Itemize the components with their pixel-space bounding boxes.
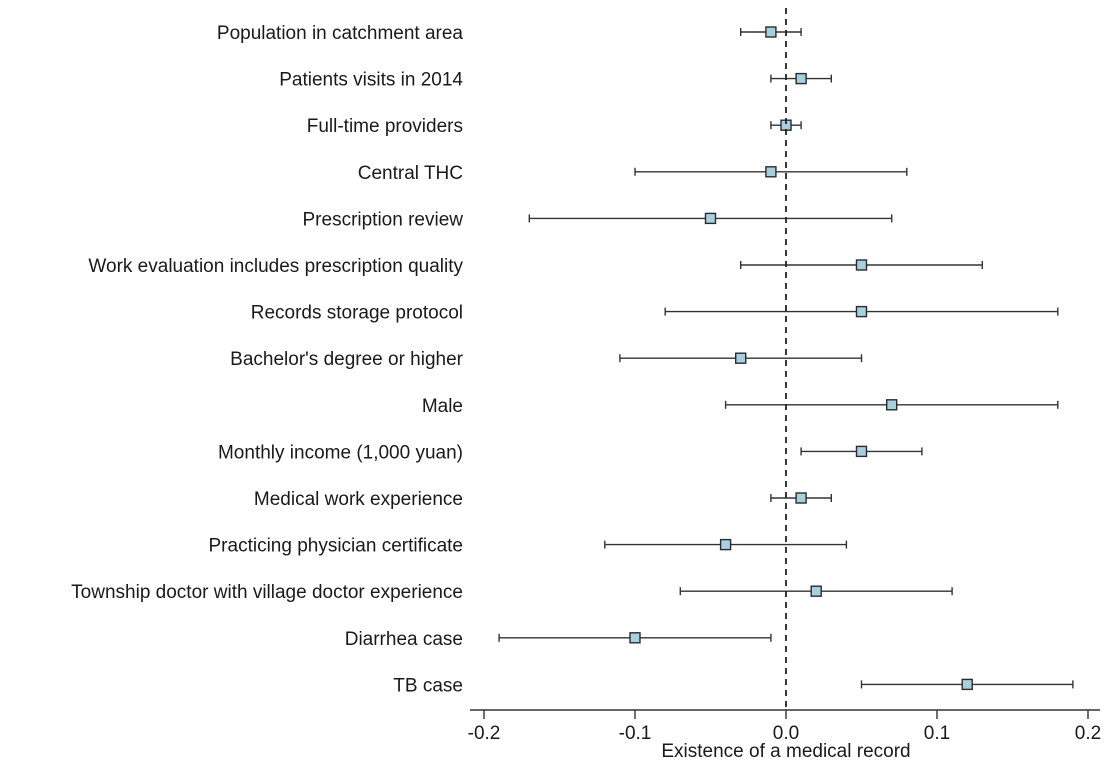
point-estimate-marker xyxy=(795,492,807,504)
point-estimate-marker xyxy=(795,72,807,85)
row: Bachelor's degree or higher xyxy=(230,349,863,370)
row: Diarrhea case xyxy=(345,629,772,650)
row-label: Central THC xyxy=(358,163,463,184)
row-label: Medical work experience xyxy=(254,489,463,510)
row: Work evaluation includes prescription qu… xyxy=(88,256,983,277)
row: Practicing physician certificate xyxy=(209,536,848,557)
row: Prescription review xyxy=(303,209,893,230)
row-label: Patients visits in 2014 xyxy=(279,70,463,91)
point-estimate-marker xyxy=(719,538,732,551)
point-estimate-marker xyxy=(855,259,868,271)
row-label: Monthly income (1,000 yuan) xyxy=(218,442,463,463)
row: Monthly income (1,000 yuan) xyxy=(218,442,923,463)
row-label: Diarrhea case xyxy=(345,629,463,650)
row: Patients visits in 2014 xyxy=(279,70,832,91)
x-tick-label: 0.1 xyxy=(924,723,950,744)
point-estimate-marker xyxy=(886,399,898,411)
row: Central THC xyxy=(358,163,908,184)
x-axis: -0.2 -0.1 0.0 0.1 0.2 xyxy=(468,709,1101,744)
point-estimate-marker xyxy=(855,305,868,318)
row-label: Population in catchment area xyxy=(217,23,464,44)
point-estimate-marker xyxy=(810,585,822,597)
x-tick-label: 0.2 xyxy=(1075,723,1101,744)
point-estimate-marker xyxy=(629,632,641,644)
row: Male xyxy=(422,396,1059,417)
x-tick-label: 0.0 xyxy=(773,723,799,744)
row: Full-time providers xyxy=(307,116,802,137)
x-axis-title: Existence of a medical record xyxy=(661,741,910,761)
row-label: Records storage protocol xyxy=(251,303,463,324)
point-estimate-marker xyxy=(735,352,747,364)
point-estimate-marker xyxy=(855,445,868,458)
row: Medical work experience xyxy=(254,489,832,510)
row-label: Prescription review xyxy=(303,209,464,230)
row-label: Male xyxy=(422,396,463,417)
point-estimate-marker xyxy=(765,166,777,178)
row: Population in catchment area xyxy=(217,23,802,44)
row: Records storage protocol xyxy=(251,303,1059,324)
row: TB case xyxy=(393,675,1074,696)
row-label: Work evaluation includes prescription qu… xyxy=(88,256,463,277)
row-label: Township doctor with village doctor expe… xyxy=(71,582,463,603)
x-tick-label: -0.1 xyxy=(619,723,652,744)
row: Township doctor with village doctor expe… xyxy=(71,582,953,603)
row-label: Practicing physician certificate xyxy=(209,536,464,557)
point-estimate-marker xyxy=(704,212,717,225)
point-estimate-marker xyxy=(961,678,973,691)
row-label: Full-time providers xyxy=(307,116,463,137)
point-estimate-marker xyxy=(765,26,777,38)
rows-layer: Population in catchment area Patients vis… xyxy=(71,23,1074,696)
x-tick-label: -0.2 xyxy=(468,723,501,744)
row-label: TB case xyxy=(393,675,463,696)
row-label: Bachelor's degree or higher xyxy=(230,349,463,370)
